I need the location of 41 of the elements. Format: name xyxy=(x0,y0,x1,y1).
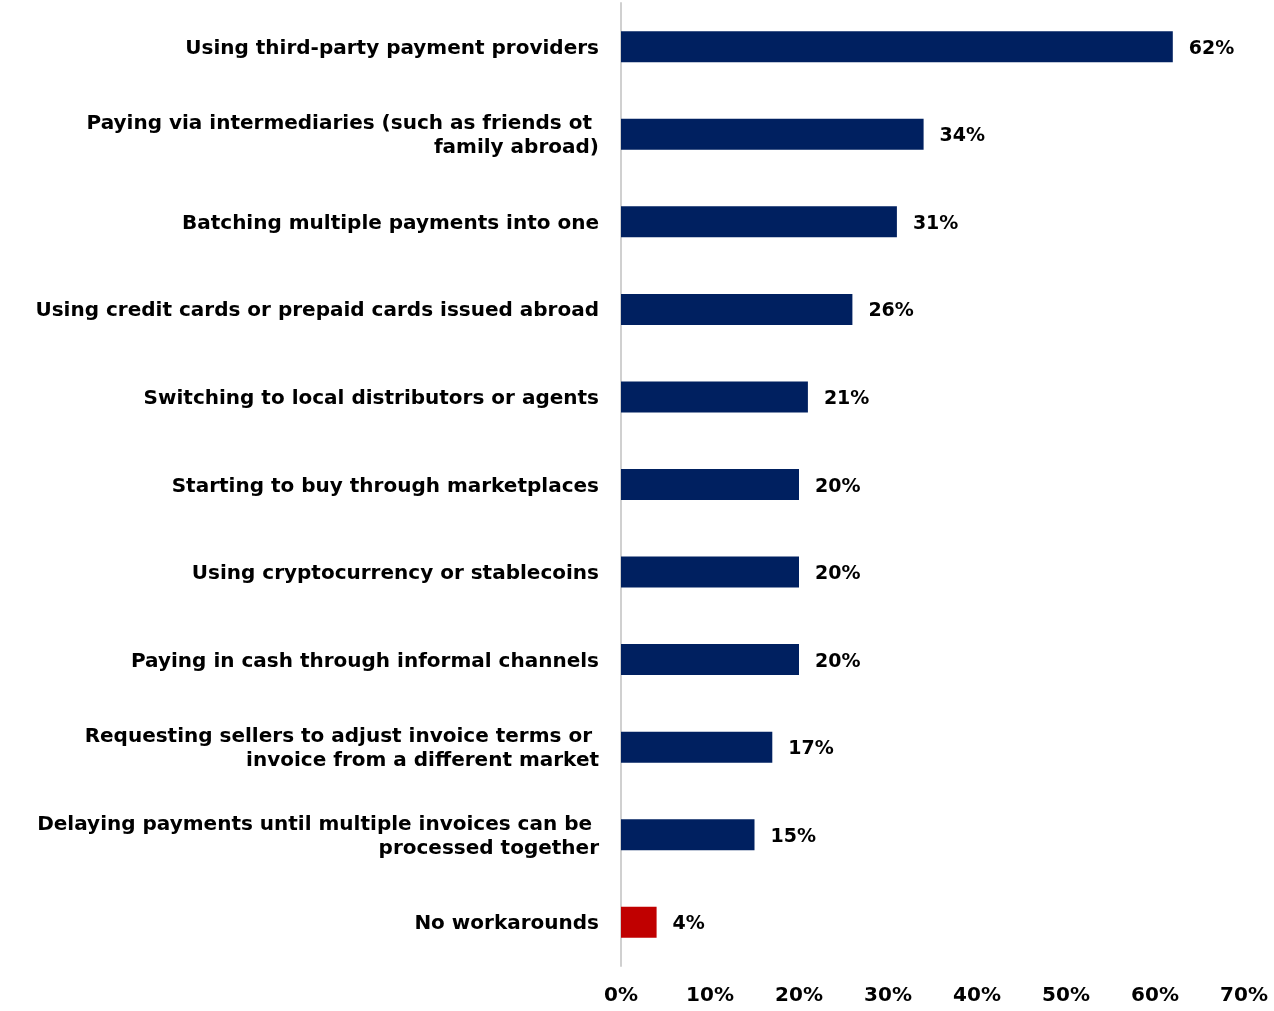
bar xyxy=(621,469,799,500)
y-tick-label: Batching multiple payments into one xyxy=(181,209,599,234)
x-tick-label: 10% xyxy=(686,982,734,1006)
y-tick-label: Starting to buy through marketplaces xyxy=(171,472,599,497)
y-tick-label: Using credit cards or prepaid cards issued abroad xyxy=(35,297,599,322)
y-tick-label: Paying in cash through informal channels xyxy=(130,647,599,672)
bar xyxy=(621,31,1173,63)
x-tick-label: 60% xyxy=(1131,982,1179,1006)
bar xyxy=(621,906,657,938)
data-label: 31% xyxy=(912,210,959,233)
bar xyxy=(621,556,799,588)
data-label: 17% xyxy=(788,736,834,759)
y-tick-label: Delaying payments until multiple invoices can be processed together xyxy=(37,810,600,859)
x-tick-label: 50% xyxy=(1042,982,1090,1006)
bar xyxy=(621,819,755,851)
x-tick-label: 20% xyxy=(775,982,823,1006)
data-label: 20% xyxy=(815,473,861,496)
data-label: 4% xyxy=(672,911,705,934)
data-label: 21% xyxy=(823,385,870,408)
y-tick-label: Switching to local distributors or agents xyxy=(143,384,599,409)
x-tick-label: 0% xyxy=(604,982,638,1006)
y-tick-label: Paying via intermediaries (such as friends ot family abroad) xyxy=(86,110,599,159)
x-tick-label: 70% xyxy=(1220,982,1268,1006)
bar xyxy=(621,293,853,325)
bar xyxy=(621,644,799,676)
data-label: 20% xyxy=(815,561,861,584)
data-label: 62% xyxy=(1188,35,1235,58)
y-tick-label: No workarounds xyxy=(414,910,599,935)
data-label: 26% xyxy=(868,298,914,321)
bar xyxy=(621,118,924,150)
data-label: 15% xyxy=(770,823,816,846)
y-tick-label: Using cryptocurrency or stablecoins xyxy=(191,560,599,585)
data-label: 20% xyxy=(815,648,861,671)
x-tick-label: 40% xyxy=(953,982,1001,1006)
bar xyxy=(621,381,808,413)
bar xyxy=(621,731,773,763)
data-label: 34% xyxy=(939,123,986,146)
x-tick-label: 30% xyxy=(864,982,912,1006)
y-tick-label: Requesting sellers to adjust invoice terms or invoice from a different market xyxy=(84,723,600,772)
bar xyxy=(621,206,897,238)
y-tick-label: Using third-party payment providers xyxy=(185,34,599,59)
